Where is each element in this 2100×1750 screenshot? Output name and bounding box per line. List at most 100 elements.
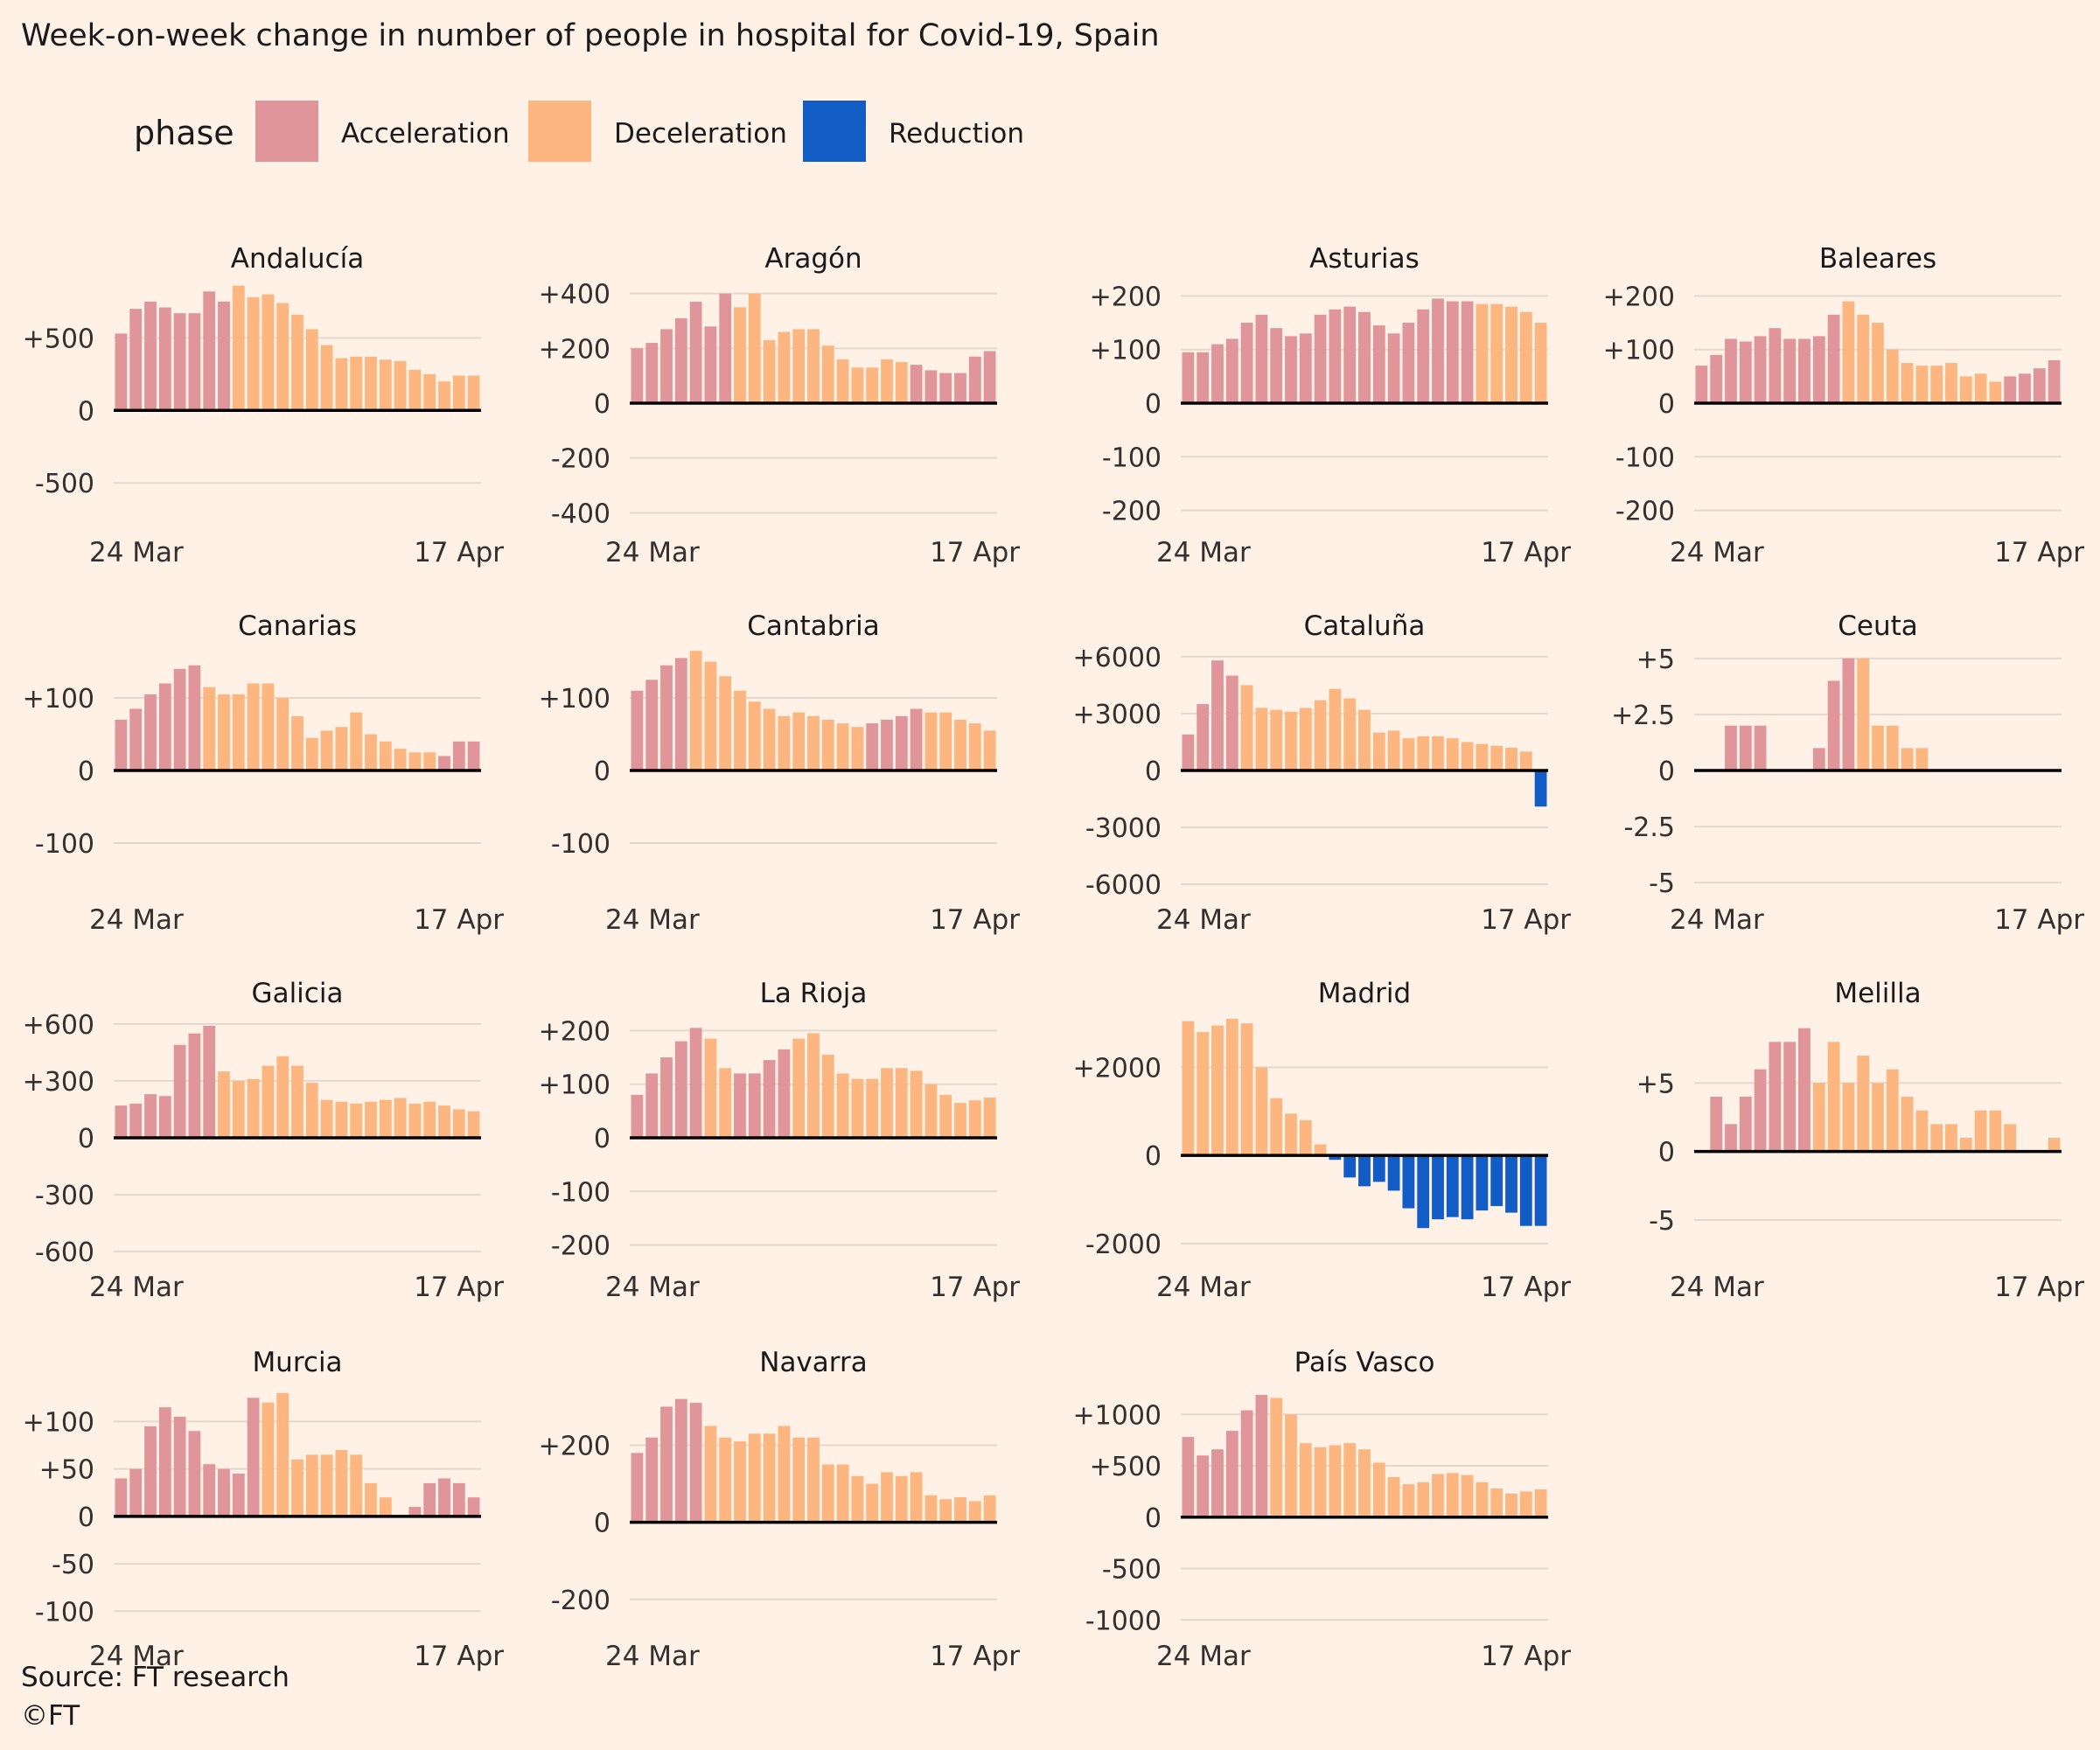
bar bbox=[778, 331, 791, 403]
bar bbox=[968, 1100, 981, 1138]
y-tick-label: -100 bbox=[1615, 443, 1675, 473]
bar bbox=[1387, 333, 1400, 403]
bar bbox=[452, 741, 465, 770]
bar bbox=[734, 690, 746, 770]
bar bbox=[408, 369, 422, 411]
bar bbox=[1725, 1124, 1737, 1152]
bar bbox=[1372, 1462, 1385, 1517]
bar bbox=[1197, 352, 1210, 403]
bar bbox=[423, 1101, 436, 1138]
y-tick-label: +5 bbox=[1636, 1069, 1675, 1099]
bar bbox=[674, 658, 687, 770]
x-tick-label-end: 17 Apr bbox=[930, 537, 1020, 568]
bar bbox=[1255, 314, 1268, 403]
bar bbox=[365, 356, 377, 411]
bar bbox=[1959, 1138, 1972, 1152]
panel-title: Baleares bbox=[1819, 243, 1936, 275]
bar bbox=[467, 1111, 480, 1138]
bar bbox=[1901, 363, 1914, 403]
bar bbox=[778, 1426, 791, 1523]
bar bbox=[129, 1103, 143, 1138]
bar bbox=[1915, 366, 1929, 403]
panel-murcia: Murcia +100 +50 0 -50 -100 24 Mar 17 Apr bbox=[23, 1347, 505, 1672]
x-tick-label-start: 24 Mar bbox=[605, 1641, 700, 1672]
bar bbox=[1739, 725, 1752, 770]
bar bbox=[173, 1044, 186, 1138]
y-tick-label: -1000 bbox=[1085, 1606, 1162, 1636]
y-tick-label: -50 bbox=[52, 1550, 94, 1580]
bar bbox=[218, 694, 230, 770]
bar bbox=[276, 303, 290, 411]
y-tick-label: -100 bbox=[1102, 443, 1162, 473]
bar bbox=[1519, 751, 1532, 770]
legend-title: phase bbox=[134, 114, 234, 152]
bar bbox=[939, 373, 952, 403]
bar bbox=[1225, 338, 1238, 403]
bar bbox=[1461, 742, 1474, 770]
bar bbox=[1857, 1056, 1870, 1152]
bar bbox=[1886, 349, 1899, 403]
panel-title: Galicia bbox=[252, 978, 344, 1009]
panel-title: Aragón bbox=[764, 243, 862, 275]
bar bbox=[1461, 301, 1474, 403]
y-tick-label: 0 bbox=[594, 756, 610, 787]
bar bbox=[836, 359, 849, 403]
bar bbox=[144, 301, 157, 411]
x-tick-label-start: 24 Mar bbox=[605, 537, 700, 568]
bar bbox=[1695, 366, 1708, 403]
y-tick-label: 0 bbox=[1658, 1138, 1675, 1168]
x-tick-label-end: 17 Apr bbox=[1481, 904, 1571, 936]
bar bbox=[1387, 730, 1400, 770]
bar bbox=[1182, 352, 1195, 403]
x-tick-label-end: 17 Apr bbox=[414, 537, 504, 568]
bar bbox=[1285, 336, 1297, 403]
bar bbox=[203, 1026, 216, 1138]
y-tick-label: +500 bbox=[23, 324, 94, 354]
bar bbox=[1490, 745, 1503, 770]
y-tick-label: +200 bbox=[1603, 282, 1675, 312]
bar bbox=[734, 1073, 746, 1138]
bar bbox=[881, 1068, 893, 1138]
y-tick-label: -5 bbox=[1649, 868, 1675, 899]
bar bbox=[188, 1431, 201, 1516]
bar bbox=[1358, 311, 1371, 403]
bar bbox=[1842, 301, 1855, 403]
bar bbox=[452, 1482, 465, 1516]
x-tick-label-end: 17 Apr bbox=[1481, 1272, 1571, 1303]
bar bbox=[1432, 1474, 1444, 1517]
y-tick-label: -2.5 bbox=[1623, 812, 1675, 843]
bar bbox=[232, 1474, 245, 1516]
y-tick-label: -100 bbox=[551, 1177, 610, 1208]
panel-la-rioja: La Rioja +200 +100 0 -100 -200 24 Mar 17 Apr bbox=[539, 978, 1021, 1303]
bar bbox=[188, 313, 201, 411]
bar bbox=[262, 683, 275, 770]
bar bbox=[1476, 303, 1489, 403]
bar bbox=[1211, 1025, 1224, 1156]
bar bbox=[1534, 1489, 1547, 1517]
bar bbox=[881, 719, 893, 770]
bar bbox=[1872, 725, 1884, 770]
bar bbox=[645, 1073, 659, 1138]
bar bbox=[1329, 1445, 1342, 1517]
bar bbox=[1402, 738, 1415, 770]
bar bbox=[895, 1068, 908, 1138]
bar bbox=[924, 1495, 938, 1523]
bar bbox=[467, 1497, 480, 1516]
bar bbox=[2004, 1124, 2017, 1152]
bar bbox=[2048, 1138, 2061, 1152]
legend-label-reduction: Reduction bbox=[889, 118, 1024, 150]
bar bbox=[408, 1103, 422, 1138]
bar bbox=[218, 1071, 230, 1138]
x-tick-label-end: 17 Apr bbox=[930, 1272, 1020, 1303]
bar bbox=[939, 1094, 952, 1138]
bar bbox=[983, 730, 996, 770]
y-tick-label: +600 bbox=[23, 1010, 94, 1041]
bar bbox=[704, 326, 717, 403]
y-tick-label: -3000 bbox=[1085, 813, 1162, 844]
y-tick-label: 0 bbox=[1145, 389, 1162, 420]
bar bbox=[1182, 734, 1195, 770]
x-tick-label-start: 24 Mar bbox=[1156, 1641, 1251, 1672]
x-tick-label-end: 17 Apr bbox=[1481, 537, 1571, 568]
bar bbox=[305, 1083, 318, 1138]
bar bbox=[379, 359, 392, 411]
